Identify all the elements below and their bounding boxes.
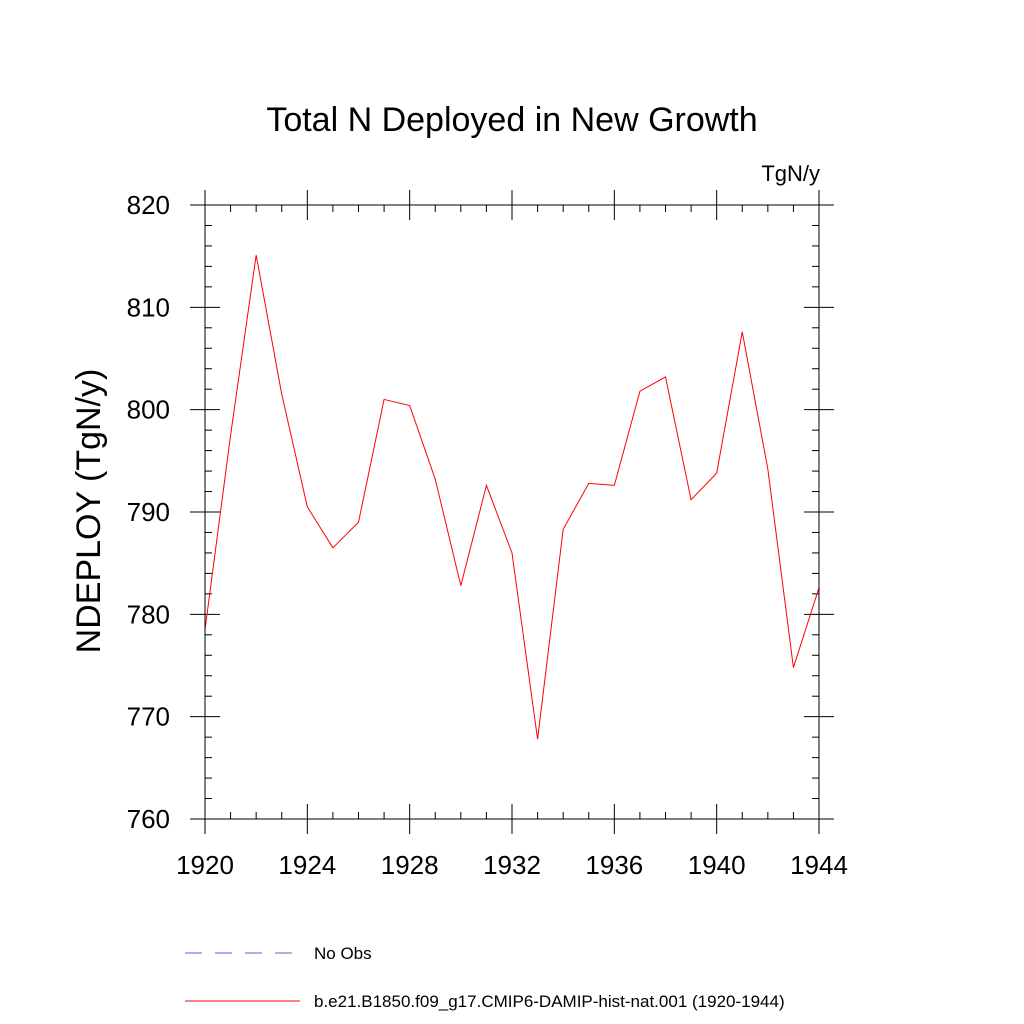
y-tick-label: 800 [127,395,170,425]
chart-title: Total N Deployed in New Growth [266,101,757,139]
units-label: TgN/y [761,161,820,186]
legend-label-model-run: b.e21.B1850.f09_g17.CMIP6-DAMIP-hist-nat… [314,992,785,1011]
plot-frame [204,204,820,820]
x-tick-label: 1936 [585,850,643,880]
y-tick-label: 780 [127,599,170,629]
y-tick-label: 760 [127,804,170,834]
x-tick-label: 1944 [790,850,848,880]
tick-labels: 1920 1924 1928 1932 1936 1940 1944 760 770 780 790… [127,190,848,880]
y-tick-label: 820 [127,190,170,220]
x-tick-label: 1932 [483,850,541,880]
major-ticks [190,190,834,834]
x-tick-label: 1940 [688,850,746,880]
legend-label-no-obs: No Obs [314,944,372,963]
x-tick-label: 1920 [176,850,234,880]
x-tick-label: 1928 [381,850,439,880]
y-tick-label: 790 [127,497,170,527]
series-line [204,255,820,740]
y-axis-title: NDEPLOY (TgN/y) [70,369,108,654]
x-tick-label: 1924 [278,850,336,880]
minor-ticks [205,205,819,819]
series-layer [204,255,820,740]
legend: No Obs b.e21.B1850.f09_g17.CMIP6-DAMIP-h… [185,944,785,1011]
y-tick-label: 810 [127,292,170,322]
y-tick-label: 770 [127,702,170,732]
